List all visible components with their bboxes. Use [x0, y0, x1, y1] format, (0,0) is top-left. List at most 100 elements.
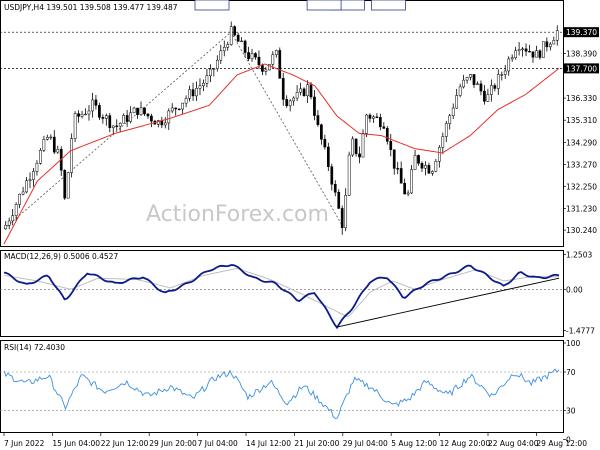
candle-body — [392, 149, 396, 169]
candle-body — [382, 126, 386, 129]
macd-tick-label-2: -1.4777 — [566, 327, 595, 336]
macd-line — [3, 264, 560, 330]
candle-body — [500, 74, 504, 76]
candle-body — [174, 107, 178, 110]
candle-body — [313, 96, 316, 116]
price-tick-label-5: 134.290 — [566, 138, 597, 147]
candle-body — [35, 163, 39, 172]
candle-body — [295, 92, 299, 99]
candle-body — [292, 97, 295, 102]
candle-body — [535, 50, 538, 58]
candle-body — [476, 83, 479, 85]
candle-body — [222, 47, 226, 52]
time-tick-label-2: 22 Jun 12:00 — [101, 439, 149, 448]
candle-body — [11, 215, 15, 222]
candle-body — [240, 40, 243, 43]
candle-body — [410, 169, 413, 194]
candle-body — [250, 53, 254, 60]
candle-body — [344, 195, 348, 229]
level-tag-bg-1 — [563, 63, 599, 74]
rsi-tick-label-2: 30 — [566, 407, 576, 416]
candle-body — [56, 149, 60, 153]
candle-body — [247, 52, 250, 60]
candle-body — [21, 191, 25, 195]
candle-body — [444, 123, 448, 137]
time-tick-label-4: 7 Jul 04:00 — [198, 439, 238, 448]
candle-body — [285, 99, 289, 107]
candle-body — [70, 138, 73, 173]
candle-body — [451, 107, 455, 116]
candle-body — [236, 34, 240, 42]
candle-body — [441, 136, 445, 148]
candle-body — [521, 48, 524, 50]
candle-body — [4, 225, 8, 230]
moving-average-line — [3, 63, 560, 245]
candle-body — [66, 172, 70, 199]
candle-body — [347, 154, 351, 196]
candle-body — [302, 88, 306, 96]
annotation-label-2: 131.720 — [373, 0, 404, 2]
candle-body — [233, 26, 237, 36]
annotation-box-2 — [371, 0, 406, 11]
candle-body — [49, 136, 53, 139]
candle-body — [271, 54, 275, 65]
candle-body — [351, 138, 354, 156]
candle-body — [219, 50, 223, 61]
candle-body — [503, 70, 507, 75]
candle-body — [243, 40, 247, 53]
annotation-label-3: 130.380 — [309, 0, 340, 2]
level-tag-1: 137.700 — [566, 64, 597, 73]
candle-body — [77, 113, 80, 117]
candle-body — [528, 51, 531, 53]
candle-body — [278, 50, 282, 79]
candle-body — [431, 171, 434, 174]
time-tick-label-0: 7 Jun 2022 — [4, 439, 45, 448]
time-tick-label-10: 22 Aug 04:00 — [488, 439, 539, 448]
candle-body — [320, 124, 323, 140]
candle-body — [87, 110, 91, 115]
candle-body — [132, 107, 136, 114]
candle-body — [80, 113, 84, 117]
candle-body — [94, 99, 98, 106]
candle-body — [111, 125, 115, 128]
candle-body — [205, 75, 209, 84]
candle-body — [288, 100, 292, 107]
rsi-line — [3, 368, 560, 419]
candle-body — [455, 95, 459, 109]
candle-body — [184, 98, 188, 104]
candle-body — [281, 78, 285, 100]
candle-body — [84, 113, 87, 116]
candle-body — [177, 108, 181, 111]
candle-body — [122, 115, 126, 124]
annotation-label-1: 135.570 — [332, 0, 363, 2]
rsi-tick-label-3: 0 — [566, 436, 571, 445]
candle-body — [437, 147, 441, 162]
candle-body — [125, 115, 129, 122]
candle-body — [188, 89, 191, 99]
rsi-title: RSI(14) 72.4030 — [4, 343, 65, 352]
candle-body — [486, 94, 490, 102]
candle-body — [229, 26, 233, 45]
time-tick-label-8: 5 Aug 12:00 — [391, 439, 437, 448]
candle-body — [316, 115, 320, 125]
price-tick-label-1: 138.390 — [566, 49, 597, 58]
candle-body — [379, 117, 382, 128]
candle-body — [538, 50, 542, 58]
candle-body — [73, 113, 77, 139]
candle-body — [493, 85, 497, 89]
candle-body — [274, 50, 278, 55]
candle-body — [483, 90, 486, 102]
candle-body — [98, 105, 101, 118]
candle-body — [46, 136, 49, 140]
candle-body — [28, 179, 32, 182]
candle-body — [358, 153, 361, 158]
candle-body — [195, 88, 198, 97]
candle-body — [368, 114, 372, 119]
candle-body — [309, 84, 313, 98]
time-tick-label-9: 12 Aug 20:00 — [440, 439, 491, 448]
candle-body — [14, 204, 18, 216]
candle-body — [361, 133, 365, 158]
candle-body — [354, 138, 358, 155]
candle-body — [118, 122, 122, 127]
rsi-tick-label-1: 70 — [566, 368, 576, 377]
